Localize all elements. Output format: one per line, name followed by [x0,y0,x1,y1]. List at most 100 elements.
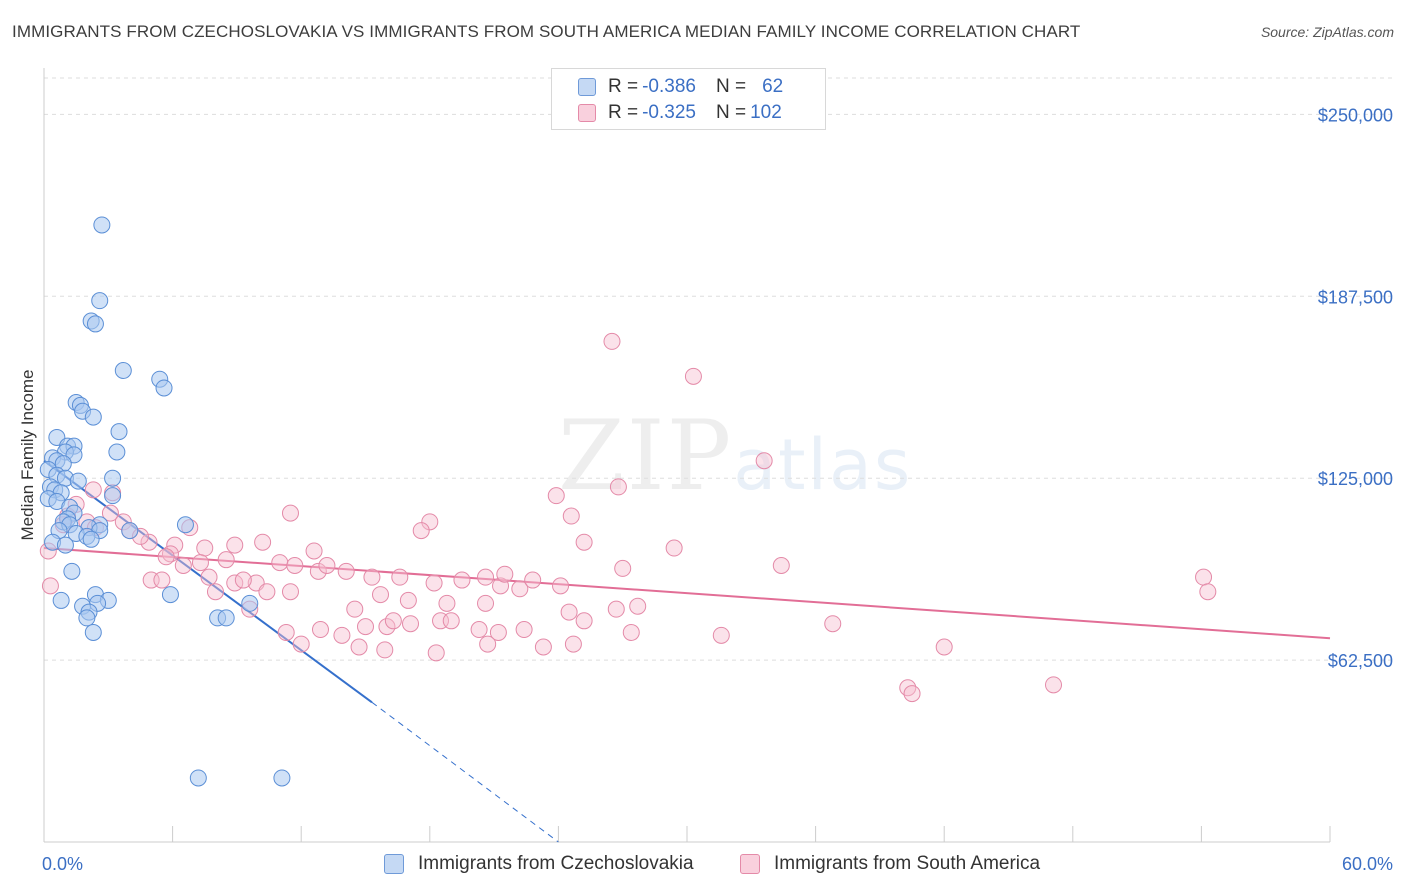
point-south-america [1195,568,1213,586]
series-name-south-america: Immigrants from South America [774,853,1041,874]
point-czechoslovakia [86,315,104,333]
point-south-america [153,571,171,589]
point-south-america [350,638,368,656]
point-south-america [174,557,192,575]
point-czechoslovakia [121,522,139,540]
point-czechoslovakia [52,591,70,609]
point-south-america [357,618,374,636]
point-south-america [402,615,420,633]
point-czechoslovakia [78,609,96,627]
point-czechoslovakia [114,362,132,380]
y-tick-label: $250,000 [1318,105,1393,125]
point-south-america [665,539,683,557]
correlation-legend: R = -0.386 N = 62 R = -0.325 N = 102 [551,68,826,130]
trend-lines [43,459,1331,843]
point-south-america [101,504,119,522]
source-label: Source: ZipAtlas.com [1260,24,1394,40]
point-south-america [309,562,327,580]
point-south-america [200,568,218,586]
point-south-america [286,557,304,575]
point-south-america [384,612,402,630]
point-czechoslovakia [155,379,173,397]
point-south-america [337,562,355,580]
point-south-america [560,603,578,621]
chart-title: IMMIGRANTS FROM CZECHOSLOVAKIA VS IMMIGR… [12,22,1081,41]
point-south-america [333,626,351,644]
point-south-america [399,591,417,609]
series-swatch-blue [384,854,404,874]
point-south-america [1045,676,1063,694]
point-south-america [292,635,310,653]
point-czechoslovakia [217,609,235,627]
y-tick-label: $62,500 [1328,651,1393,671]
legend-r-label: R = [608,102,639,123]
legend-r-value: -0.325 [642,102,696,123]
data-points [39,216,1217,787]
point-south-america [552,577,570,595]
point-south-america [496,565,514,583]
point-south-america [603,332,621,350]
watermark-zip: ZIP [558,400,734,512]
point-czechoslovakia [63,562,81,580]
point-czechoslovakia [161,586,179,604]
y-tick-label: $187,500 [1318,287,1393,307]
point-czechoslovakia [93,216,111,234]
point-czechoslovakia [189,769,207,787]
point-south-america [935,638,953,656]
point-czechoslovakia [110,423,128,441]
x-tick-label: 60.0% [1342,854,1393,874]
legend-swatch-pink [578,104,596,122]
point-czechoslovakia [69,472,87,490]
legend-row-czechoslovakia: R = -0.386 N = 62 [578,74,783,100]
point-czechoslovakia [82,530,100,548]
y-axis-title: Median Family Income [18,369,37,540]
point-south-america [477,568,495,586]
series-legend-czechoslovakia: Immigrants from Czechoslovakia [384,852,694,876]
point-south-america [318,557,336,575]
watermark-atlas: atlas [733,424,913,506]
point-south-america [166,536,184,554]
x-tick-label: 0.0% [42,854,83,874]
point-south-america [196,539,214,557]
point-south-america [378,618,396,636]
point-south-america [511,580,529,598]
point-south-america [712,626,730,644]
point-south-america [609,478,627,496]
point-czechoslovakia [273,769,291,787]
point-czechoslovakia [241,594,259,612]
watermark: ZIPatlas [558,400,912,512]
point-south-america [281,504,299,522]
point-south-america [140,533,158,551]
point-south-america [234,571,252,589]
point-south-america [226,536,244,554]
point-south-america [41,577,59,595]
point-south-america [206,583,224,601]
legend-swatch-blue [578,78,596,96]
axes [43,68,1331,843]
point-south-america [470,621,488,639]
point-south-america [442,612,460,630]
point-south-america [575,612,593,630]
point-south-america [614,559,632,577]
point-south-america [427,644,445,662]
point-south-america [575,533,593,551]
point-czechoslovakia [91,292,109,310]
point-south-america [903,685,921,703]
point-south-america [346,600,364,618]
point-south-america [363,568,381,586]
point-south-america [372,586,390,604]
point-south-america [755,452,773,470]
point-south-america [438,594,456,612]
legend-r-label: R = [608,76,639,97]
point-south-america [84,481,102,499]
legend-row-south-america: R = -0.325 N = 102 [578,100,782,126]
point-south-america [421,513,439,531]
point-south-america [412,522,430,540]
legend-n-value: 102 [750,102,782,123]
point-south-america [684,367,702,385]
legend-n-label: N = [715,76,747,97]
point-south-america [271,554,289,572]
point-south-america [524,571,542,589]
trend-line-czechoslovakia [43,459,373,704]
